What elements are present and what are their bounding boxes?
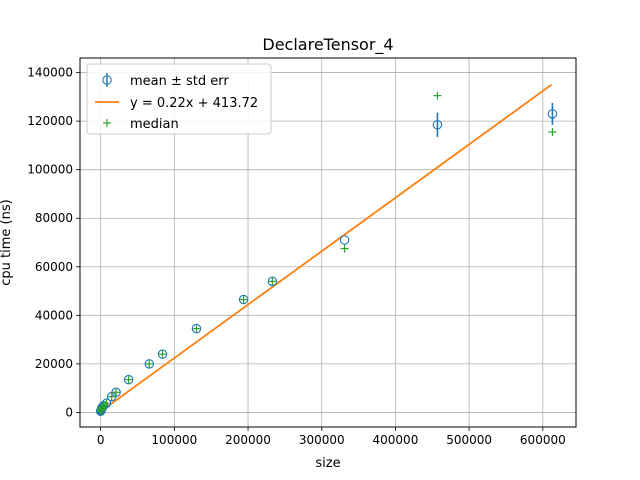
- median-point: [124, 375, 133, 384]
- x-tick-label: 300000: [299, 433, 345, 447]
- median-point: [192, 324, 201, 333]
- median-point: [98, 403, 107, 412]
- median-point: [112, 388, 121, 397]
- y-tick-label: 20000: [35, 357, 73, 371]
- x-tick-label: 100000: [151, 433, 197, 447]
- mean-point: [144, 359, 155, 369]
- legend-box: [86, 63, 272, 135]
- legend-label-fit: y = 0.22x + 413.72: [130, 96, 258, 111]
- fit-line: [100, 83, 553, 413]
- median-point: [158, 350, 167, 359]
- mean-point: [238, 294, 249, 305]
- x-axis-ticks: 0 100000 200000 300000 400000 500000 600000: [97, 427, 566, 447]
- y-axis-ticks: 0 20000 40000 60000 80000 100000 120000 140000: [27, 66, 80, 419]
- plot-frame: [79, 57, 577, 428]
- y-tick-label: 140000: [27, 66, 73, 80]
- median-point: [548, 128, 557, 137]
- x-axis-label: size: [315, 456, 340, 471]
- mean-point: [101, 398, 112, 408]
- y-axis-label: cpu time (ns): [0, 199, 14, 285]
- legend-label-mean: mean ± std err: [130, 74, 229, 89]
- mean-point: [157, 349, 168, 359]
- x-tick-label: 400000: [373, 433, 419, 447]
- y-tick-label: 0: [65, 405, 73, 419]
- chart-title: DeclareTensor_4: [262, 35, 393, 55]
- y-tick-label: 120000: [27, 114, 73, 128]
- y-tick-label: 100000: [27, 163, 73, 177]
- median-point: [102, 399, 111, 408]
- mean-point: [267, 276, 278, 287]
- y-tick-label: 40000: [35, 308, 73, 322]
- mean-point: [432, 120, 443, 130]
- x-tick-label: 600000: [520, 433, 566, 447]
- x-tick-label: 200000: [225, 433, 271, 447]
- data-points: [95, 91, 558, 416]
- median-point: [340, 244, 349, 253]
- mean-point: [123, 374, 134, 385]
- mean-point: [547, 109, 558, 119]
- legend: mean ± std err y = 0.22x + 413.72 median: [86, 63, 272, 135]
- y-tick-label: 80000: [35, 211, 73, 225]
- mean-point: [191, 323, 202, 334]
- median-point: [268, 277, 277, 286]
- mean-point: [111, 387, 121, 398]
- median-point: [433, 91, 442, 100]
- median-point: [145, 359, 154, 368]
- x-tick-label: 0: [97, 433, 105, 447]
- y-tick-label: 60000: [35, 260, 73, 274]
- mean-point: [339, 235, 350, 245]
- median-point: [107, 392, 116, 401]
- legend-marker-mean: [102, 73, 112, 87]
- legend-label-median: median: [130, 117, 179, 132]
- legend-marker-median: [103, 119, 111, 127]
- median-point: [239, 295, 248, 304]
- legend-marker-mean-circle: [102, 75, 112, 85]
- fit-line-group: [100, 83, 553, 413]
- x-tick-label: 500000: [446, 433, 492, 447]
